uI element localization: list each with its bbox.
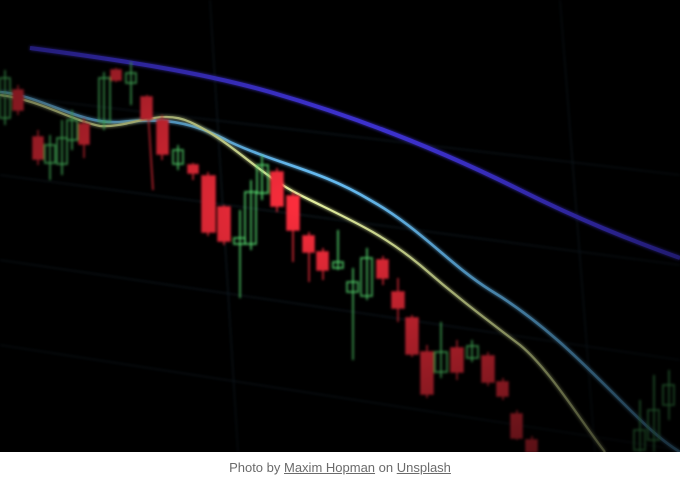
candlestick-chart-photo — [0, 0, 680, 452]
author-link[interactable]: Maxim Hopman — [284, 460, 376, 475]
hero-photo — [0, 0, 680, 452]
vignette — [0, 0, 680, 452]
source-link[interactable]: Unsplash — [396, 460, 451, 475]
credit-prefix: Photo by — [229, 460, 284, 475]
credit-middle: on — [375, 460, 397, 475]
photo-credit: Photo by Maxim Hopman on Unsplash — [0, 452, 680, 483]
